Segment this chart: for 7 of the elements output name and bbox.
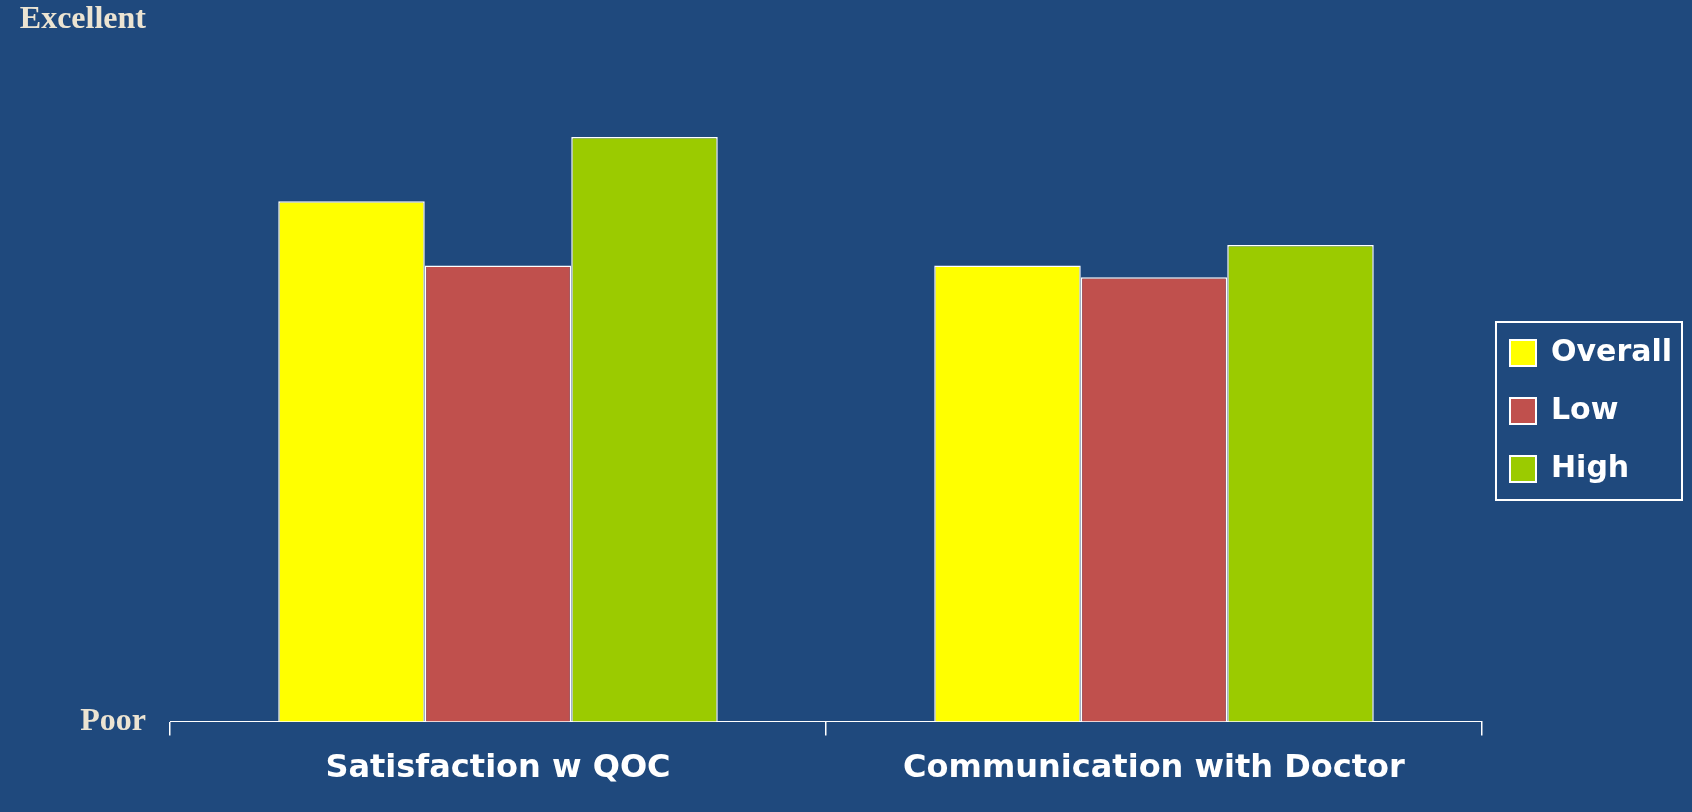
- text: Poor: [80, 700, 146, 737]
- x-tick-label: Satisfaction w QOC: [325, 747, 671, 786]
- text: Excellent: [19, 0, 147, 36]
- legend-label: High: [1550, 448, 1630, 484]
- x-tick-label: Communication with Doctor: [903, 747, 1406, 786]
- legend-label: Low: [1550, 390, 1619, 426]
- legend-label: Overall: [1550, 332, 1672, 368]
